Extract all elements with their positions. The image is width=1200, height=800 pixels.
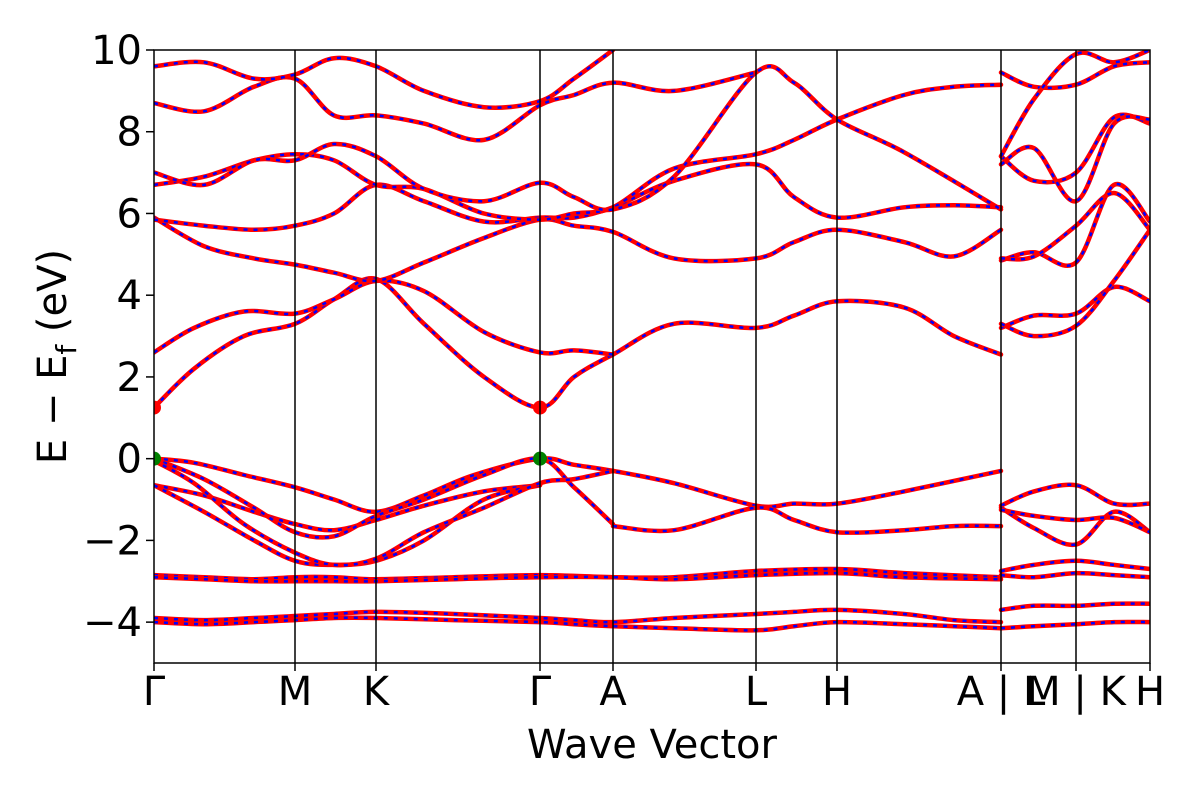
band-31-spin-down xyxy=(1000,61,1150,90)
y-tick-label-1: 8 xyxy=(117,110,142,156)
x-tick-label-6: H xyxy=(822,669,852,715)
y-tick-label-4: 2 xyxy=(117,355,142,401)
x-tick-label-0: Γ xyxy=(143,669,166,715)
y-tick-label-6: −2 xyxy=(83,518,142,564)
band-20-spin-down xyxy=(1000,559,1150,573)
band-4-spin-down xyxy=(154,457,1002,514)
y-tick-label-3: 4 xyxy=(117,273,142,319)
x-axis-label: Wave Vector xyxy=(527,722,778,768)
band-1-spin-down xyxy=(154,616,1002,632)
band-26-spin-down xyxy=(1000,229,1150,338)
y-axis-label-unit: (eV) xyxy=(30,249,76,345)
x-tick-label-4: A xyxy=(599,669,627,715)
x-tick-label-7: A | L xyxy=(957,669,1046,715)
x-tick-label-3: Γ xyxy=(529,669,552,715)
x-tick-label-9: H xyxy=(1135,669,1165,715)
extremum-marker-2 xyxy=(154,400,161,415)
y-axis-ticks: 10 8 6 4 2 0 −2 −4 xyxy=(83,28,154,646)
plot-area xyxy=(154,50,1150,633)
band-21-spin-down xyxy=(1000,571,1150,579)
band-27-spin-down xyxy=(1000,182,1150,267)
band-32-spin-down xyxy=(999,50,1150,157)
y-tick-label-7: −4 xyxy=(83,600,142,646)
plot-frame xyxy=(153,49,1151,664)
y-axis-label: E − Ef (eV) xyxy=(30,249,83,464)
band-22-spin-down xyxy=(1000,483,1150,507)
band-10-spin-up xyxy=(154,276,1004,410)
y-axis-label-subscript: f xyxy=(50,344,83,355)
x-tick-label-5: L xyxy=(745,669,768,715)
band-15-spin-down xyxy=(154,65,1002,212)
band-0-spin-down xyxy=(154,608,1002,624)
band-9-spin-down xyxy=(612,506,1002,534)
band-11-spin-down xyxy=(154,279,614,356)
band-16-spin-down xyxy=(154,71,757,142)
extremum-marker-0 xyxy=(154,451,161,466)
high-symmetry-lines xyxy=(294,50,1077,663)
band-19-spin-down xyxy=(1000,620,1150,630)
y-tick-label-0: 10 xyxy=(91,28,142,74)
x-tick-label-8: M | K xyxy=(1026,669,1127,715)
x-tick-label-1: M xyxy=(278,669,313,715)
band-16-spin-up xyxy=(154,70,759,143)
y-tick-label-2: 6 xyxy=(117,191,142,237)
band-18-spin-down xyxy=(1000,602,1150,612)
band-11-spin-up xyxy=(154,278,616,357)
y-tick-label-5: 0 xyxy=(117,437,142,483)
band-30-spin-down xyxy=(1000,115,1150,203)
band-25-spin-down xyxy=(1000,285,1150,330)
band-5-spin-down xyxy=(154,483,541,532)
y-axis-label-main: E − E xyxy=(30,355,76,465)
band-6-spin-down xyxy=(154,457,614,539)
band-28-spin-down xyxy=(1000,191,1150,261)
band-10-spin-down xyxy=(154,277,1002,409)
band-17-spin-up xyxy=(154,50,616,110)
band-24-spin-down xyxy=(1000,508,1150,534)
band-9-spin-up xyxy=(610,505,1004,535)
x-tick-label-2: K xyxy=(363,669,391,715)
